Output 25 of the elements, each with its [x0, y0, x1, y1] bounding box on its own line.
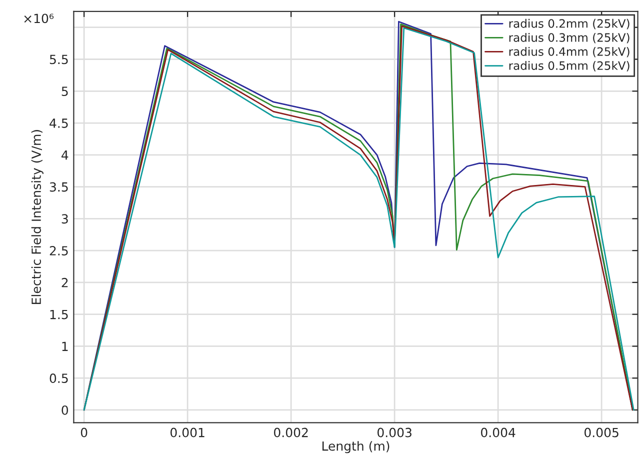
y-tick-label: 5.5: [50, 54, 68, 64]
x-tick-label: 0.003: [378, 428, 412, 438]
y-tick-label: 2.5: [50, 246, 68, 256]
x-tick-label: 0.001: [170, 428, 204, 438]
y-tick-label: 0.5: [50, 374, 68, 384]
y-axis-title: Electric Field Intensity (V/m): [31, 130, 44, 304]
x-tick-label: 0.005: [584, 428, 618, 438]
y-tick-label: 2: [62, 278, 68, 288]
y-tick-label: 4: [62, 150, 68, 160]
legend-label: radius 0.2mm (25kV): [509, 18, 630, 30]
x-axis-title: Length (m): [322, 441, 390, 454]
y-tick-label: 5: [62, 86, 68, 96]
x-tick-label: 0.002: [274, 428, 308, 438]
y-tick-label: 3: [62, 214, 68, 224]
legend-label: radius 0.4mm (25kV): [509, 46, 630, 58]
y-tick-label: 3.5: [50, 182, 68, 192]
x-tick-label: 0: [80, 428, 88, 438]
x-tick-label: 0.004: [481, 428, 516, 438]
legend-label: radius 0.3mm (25kV): [509, 32, 630, 44]
y-tick-label: 1.5: [50, 310, 68, 320]
y-tick-label: 0: [62, 405, 68, 415]
y-tick-label: 1: [62, 342, 68, 351]
text: ×10⁶: [24, 14, 54, 24]
y-tick-label: 4.5: [50, 118, 68, 128]
legend-label: radius 0.5mm (25kV): [509, 61, 630, 72]
